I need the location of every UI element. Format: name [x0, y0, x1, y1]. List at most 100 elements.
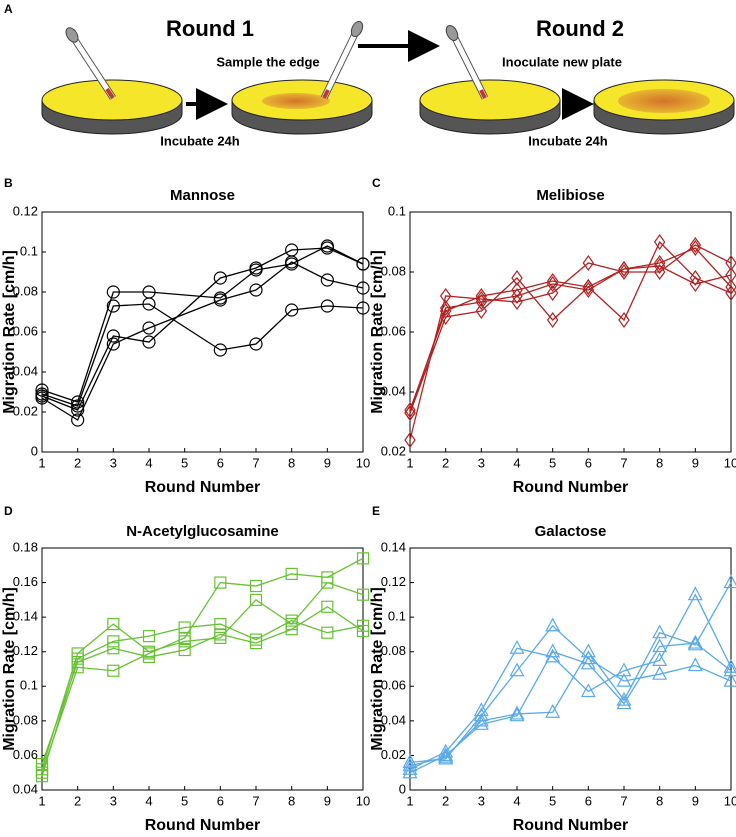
- series-line: [42, 248, 363, 410]
- x-axis-label: Round Number: [513, 479, 629, 496]
- panel-label: C: [372, 176, 381, 190]
- panel-label: B: [4, 176, 13, 190]
- x-tick-label: 9: [692, 455, 699, 470]
- y-tick-label: 0: [31, 443, 38, 458]
- chart-title: N-Acetylglucosamine: [126, 523, 279, 540]
- x-tick-label: 10: [356, 455, 370, 470]
- x-tick-label: 6: [217, 455, 224, 470]
- y-tick-label: 0.08: [13, 283, 38, 298]
- y-tick-label: 0.06: [381, 678, 406, 693]
- marker: [546, 619, 559, 631]
- y-tick-label: 0.06: [381, 323, 406, 338]
- x-tick-label: 1: [38, 793, 45, 808]
- series-line: [410, 643, 731, 773]
- y-tick-label: 0.1: [388, 203, 406, 218]
- x-tick-label: 3: [110, 455, 117, 470]
- x-tick-label: 8: [656, 793, 663, 808]
- marker: [653, 626, 666, 638]
- series-line: [410, 626, 731, 763]
- y-tick-label: 0.08: [381, 263, 406, 278]
- y-tick-label: 0.08: [381, 643, 406, 658]
- series-line: [42, 262, 363, 420]
- round-title: Round 1: [166, 16, 254, 41]
- x-tick-label: 1: [38, 455, 45, 470]
- x-tick-label: 5: [181, 455, 188, 470]
- x-tick-label: 3: [478, 455, 485, 470]
- y-tick-label: 0.04: [381, 712, 406, 727]
- y-tick-label: 0.1: [388, 609, 406, 624]
- x-tick-label: 2: [442, 455, 449, 470]
- series-line: [42, 558, 363, 772]
- series-line: [410, 245, 731, 440]
- x-tick-label: 5: [549, 455, 556, 470]
- panel-a: A Round 1 Round 2 Sample the edge Inocul…: [4, 2, 734, 148]
- x-tick-label: 8: [656, 455, 663, 470]
- y-tick-label: 0.18: [13, 539, 38, 554]
- y-tick-label: 0.02: [381, 443, 406, 458]
- plot-frame: [42, 212, 363, 452]
- plot-frame: [410, 212, 731, 452]
- step-label: Sample the edge: [216, 54, 319, 69]
- y-tick-label: 0.06: [13, 747, 38, 762]
- x-tick-label: 10: [356, 793, 370, 808]
- y-tick-label: 0.04: [381, 383, 406, 398]
- chart-title: Melibiose: [536, 187, 604, 204]
- series-line: [410, 242, 731, 413]
- step-label: Inoculate new plate: [502, 54, 622, 69]
- panel-label: D: [4, 504, 13, 518]
- x-tick-label: 1: [406, 793, 413, 808]
- x-tick-label: 7: [252, 793, 259, 808]
- panel-label: A: [4, 2, 13, 16]
- series-line: [42, 607, 363, 764]
- y-tick-label: 0.08: [13, 712, 38, 727]
- y-tick-label: 0.02: [381, 747, 406, 762]
- x-tick-label: 7: [620, 455, 627, 470]
- series-line: [42, 304, 363, 406]
- x-tick-label: 5: [549, 793, 556, 808]
- y-tick-label: 0.02: [13, 403, 38, 418]
- x-axis-label: Round Number: [513, 817, 629, 832]
- panel-label: E: [372, 504, 380, 518]
- y-tick-label: 0.12: [381, 574, 406, 589]
- y-tick-label: 0.12: [13, 203, 38, 218]
- step-label: Incubate 24h: [160, 133, 240, 148]
- x-tick-label: 8: [288, 793, 295, 808]
- series-line: [42, 246, 363, 402]
- plates: [42, 80, 734, 134]
- x-tick-label: 4: [145, 455, 152, 470]
- x-tick-label: 9: [324, 793, 331, 808]
- y-tick-label: 0.1: [20, 678, 38, 693]
- x-tick-label: 7: [620, 793, 627, 808]
- x-tick-label: 2: [442, 793, 449, 808]
- y-tick-label: 0.14: [381, 539, 406, 554]
- round-title: Round 2: [536, 16, 624, 41]
- x-tick-label: 3: [110, 793, 117, 808]
- y-tick-label: 0.16: [13, 574, 38, 589]
- x-tick-label: 5: [181, 793, 188, 808]
- y-tick-label: 0.06: [13, 323, 38, 338]
- chart-title: Galactose: [535, 523, 607, 540]
- x-tick-label: 6: [585, 455, 592, 470]
- x-tick-label: 1: [406, 455, 413, 470]
- marker: [725, 576, 736, 588]
- x-tick-label: 2: [74, 455, 81, 470]
- x-tick-label: 3: [478, 793, 485, 808]
- x-tick-label: 10: [724, 455, 736, 470]
- x-tick-label: 7: [252, 455, 259, 470]
- x-tick-label: 10: [724, 793, 736, 808]
- series-line: [410, 248, 731, 413]
- x-tick-label: 8: [288, 455, 295, 470]
- y-tick-label: 0.04: [13, 363, 38, 378]
- y-tick-label: 0.04: [13, 781, 38, 796]
- x-tick-label: 6: [217, 793, 224, 808]
- marker: [511, 641, 524, 653]
- y-tick-label: 0.1: [20, 243, 38, 258]
- x-axis-label: Round Number: [145, 817, 261, 832]
- y-tick-label: 0.14: [13, 609, 38, 624]
- x-tick-label: 4: [513, 793, 520, 808]
